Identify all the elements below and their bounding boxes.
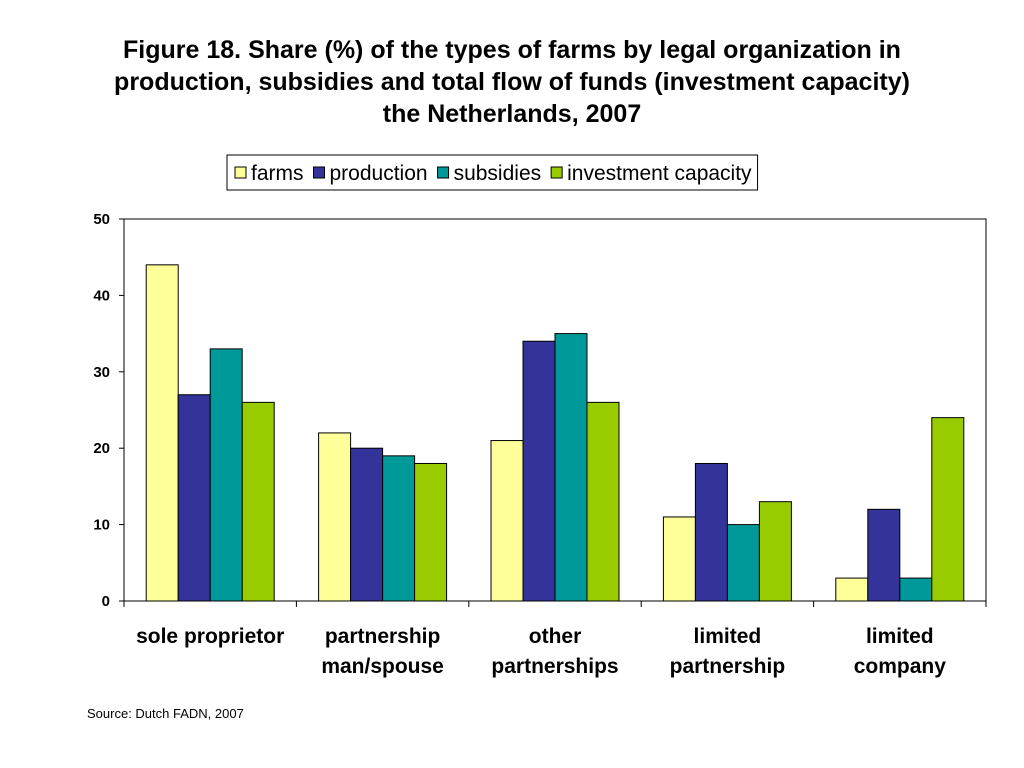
legend-label: farms [251,162,304,185]
bar-subsidies [209,348,243,602]
y-tick-label: 40 [93,287,110,304]
x-category-label: partnership [325,625,441,648]
y-tick-label: 0 [102,593,110,610]
source-note: Source: Dutch FADN, 2007 [87,706,244,721]
bar-production [177,394,211,602]
bar-farms [835,577,869,602]
chart-title-line-3: the Netherlands, 2007 [382,100,642,128]
chart-title: Figure 18. Share (%) of the types of far… [0,34,1024,130]
bar-subsidies [726,524,760,602]
x-category-label: limited [866,625,934,648]
legend-label: production [330,162,428,185]
bar-investment-capacity [241,401,275,602]
bar-farms [318,432,352,602]
bar-farms [662,516,696,602]
y-tick-label: 30 [93,364,110,381]
x-category-label: company [854,655,947,678]
bar-investment-capacity [586,401,620,602]
y-tick-label: 20 [93,440,110,457]
legend-swatch-subsidies [437,166,450,179]
legend-label: subsidies [454,162,542,185]
bar-farms [490,440,524,602]
bar-investment-capacity [931,417,965,602]
x-category-label: limited [694,625,762,648]
x-category-label: partnership [670,655,786,678]
bar-investment-capacity [758,501,792,602]
legend: farms production subsidies investment capac… [226,154,759,191]
bar-subsidies [382,455,416,602]
x-category-label: sole proprietor [136,625,284,648]
legend-swatch-investment-capacity [550,166,563,179]
bar-farms [145,264,179,602]
bar-production [522,340,556,602]
bar-production [694,462,728,602]
bar-production [350,447,384,602]
x-category-label: man/spouse [321,655,444,678]
legend-swatch-production [313,166,325,179]
legend-frame [226,154,759,191]
x-category-label: partnerships [491,655,618,678]
bar-subsidies [899,577,933,602]
chart-title-line-2: production, subsidies and total flow of … [114,68,910,96]
legend-label: investment capacity [567,162,752,185]
bar-investment-capacity [414,462,448,602]
y-tick-label: 10 [93,517,110,534]
legend-swatch-farms [234,166,247,179]
y-tick-label: 50 [93,211,110,228]
bar-subsidies [554,333,588,602]
bar-production [867,508,901,602]
x-category-label: other [529,625,582,648]
chart-title-line-1: Figure 18. Share (%) of the types of far… [123,36,901,64]
